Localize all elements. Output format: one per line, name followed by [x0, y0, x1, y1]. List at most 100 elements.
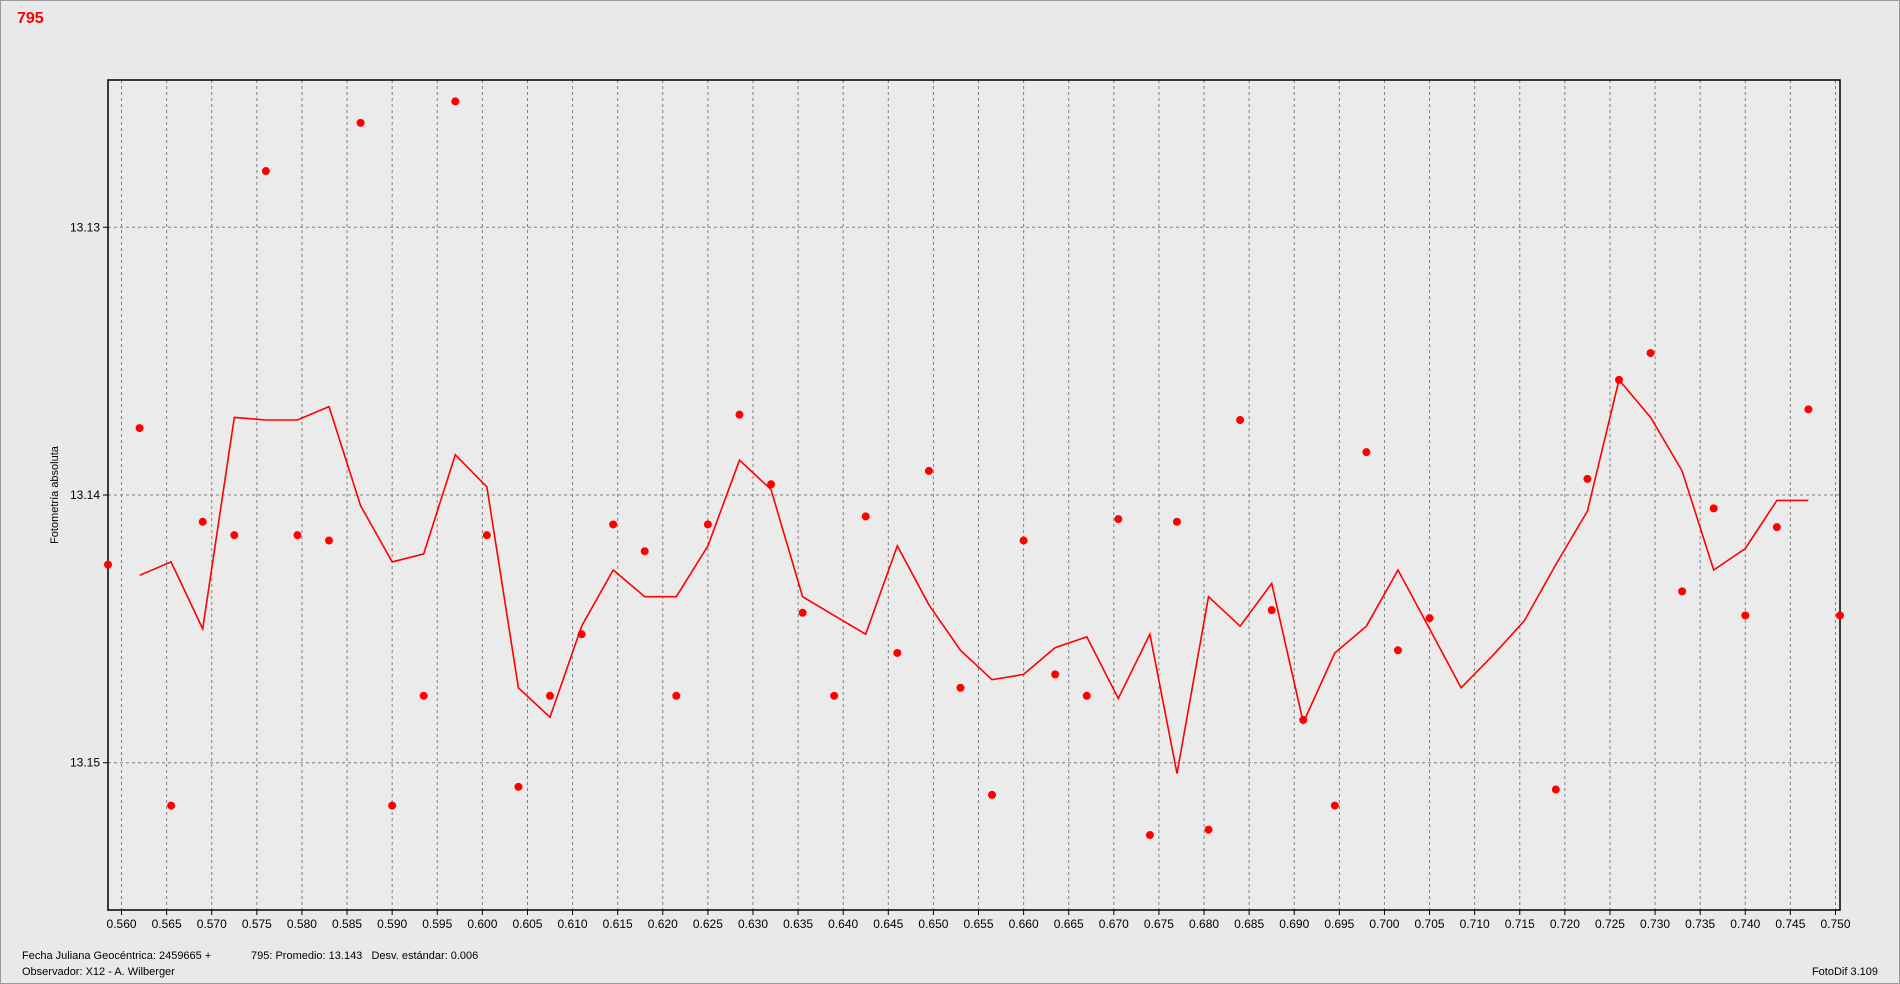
stats-label: 795: Promedio: 13.143 Desv. estándar: 0.…: [251, 950, 479, 962]
data-point: [1425, 614, 1434, 623]
data-point: [1172, 517, 1181, 526]
data-point: [609, 520, 618, 529]
x-tick-label: 0.730: [1640, 917, 1670, 931]
data-point: [767, 480, 776, 489]
chart-title: 795: [17, 10, 44, 27]
data-point: [104, 560, 112, 569]
data-point: [1772, 523, 1781, 532]
x-tick-label: 0.600: [467, 917, 497, 931]
x-tick-label: 0.705: [1415, 917, 1445, 931]
data-point: [1804, 405, 1813, 414]
data-point: [167, 801, 176, 810]
data-point: [1551, 785, 1560, 794]
x-tick-label: 0.645: [873, 917, 903, 931]
x-tick-label: 0.565: [152, 917, 182, 931]
x-tick-label: 0.725: [1595, 917, 1625, 931]
data-point: [1019, 536, 1028, 545]
data-point: [1614, 375, 1623, 384]
x-tick-label: 0.690: [1279, 917, 1309, 931]
series-line: [139, 378, 1809, 774]
data-point: [1145, 831, 1154, 840]
x-tick-label: 0.605: [512, 917, 542, 931]
data-point: [577, 630, 586, 639]
data-point: [356, 118, 365, 127]
x-tick-label: 0.620: [648, 917, 678, 931]
data-point: [514, 782, 523, 791]
x-tick-label: 0.740: [1730, 917, 1760, 931]
x-tick-label: 0.650: [918, 917, 948, 931]
data-point: [1709, 504, 1718, 513]
data-point: [893, 648, 902, 657]
y-axis-label: Fotometría absoluta: [49, 445, 61, 544]
data-point: [735, 410, 744, 419]
data-point: [988, 790, 997, 799]
data-point: [1082, 691, 1091, 700]
data-point: [1741, 611, 1750, 620]
x-tick-label: 0.710: [1460, 917, 1490, 931]
data-point: [198, 517, 207, 526]
data-point: [672, 691, 681, 700]
x-tick-label: 0.640: [828, 917, 858, 931]
data-point: [1330, 801, 1339, 810]
data-point: [1204, 825, 1213, 834]
data-point: [1836, 611, 1844, 620]
x-tick-label: 0.695: [1324, 917, 1354, 931]
x-tick-label: 0.665: [1054, 917, 1084, 931]
data-point: [1362, 448, 1371, 457]
data-point: [1051, 670, 1060, 679]
x-tick-label: 0.735: [1685, 917, 1715, 931]
data-point: [1583, 474, 1592, 483]
x-tick-label: 0.615: [603, 917, 633, 931]
data-point: [798, 608, 807, 617]
x-tick-label: 0.595: [422, 917, 452, 931]
y-tick-label: 13.13: [70, 220, 100, 234]
data-point: [703, 520, 712, 529]
data-point: [1114, 515, 1123, 524]
x-tick-label: 0.590: [377, 917, 407, 931]
x-tick-label: 0.700: [1369, 917, 1399, 931]
data-point: [1393, 646, 1402, 655]
data-point: [861, 512, 870, 521]
x-tick-label: 0.635: [783, 917, 813, 931]
data-point: [261, 167, 270, 176]
data-point: [1236, 416, 1245, 425]
x-tick-label: 0.585: [332, 917, 362, 931]
data-point: [388, 801, 397, 810]
x-tick-label: 0.675: [1144, 917, 1174, 931]
x-tick-label: 0.685: [1234, 917, 1264, 931]
data-point: [451, 97, 460, 106]
data-point: [135, 424, 144, 433]
x-tick-label: 0.570: [197, 917, 227, 931]
data-point: [1678, 587, 1687, 596]
x-tick-label: 0.610: [558, 917, 588, 931]
data-point: [546, 691, 555, 700]
x-tick-label: 0.575: [242, 917, 272, 931]
observer-label: Observador: X12 - A. Wilberger: [22, 966, 175, 978]
data-point: [924, 466, 933, 475]
y-tick-label: 13.14: [70, 488, 100, 502]
x-tick-label: 0.745: [1775, 917, 1805, 931]
data-point: [419, 691, 428, 700]
data-point: [482, 531, 491, 540]
data-point: [1299, 715, 1308, 724]
data-point: [293, 531, 302, 540]
x-tick-label: 0.660: [1009, 917, 1039, 931]
version-label: FotoDif 3.109: [1811, 966, 1878, 978]
data-point: [830, 691, 839, 700]
x-tick-label: 0.750: [1820, 917, 1850, 931]
x-tick-label: 0.580: [287, 917, 317, 931]
x-tick-label: 0.680: [1189, 917, 1219, 931]
x-tick-label: 0.670: [1099, 917, 1129, 931]
x-tick-label: 0.720: [1550, 917, 1580, 931]
plot-frame: [107, 79, 1841, 911]
julian-date-label: Fecha Juliana Geocéntrica: 2459665 +: [22, 950, 212, 962]
x-tick-label: 0.715: [1505, 917, 1535, 931]
data-point: [640, 547, 649, 556]
data-point: [325, 536, 334, 545]
x-tick-label: 0.630: [738, 917, 768, 931]
y-tick-label: 13.15: [70, 756, 100, 770]
x-tick-label: 0.560: [107, 917, 137, 931]
data-point: [230, 531, 239, 540]
x-tick-label: 0.655: [963, 917, 993, 931]
